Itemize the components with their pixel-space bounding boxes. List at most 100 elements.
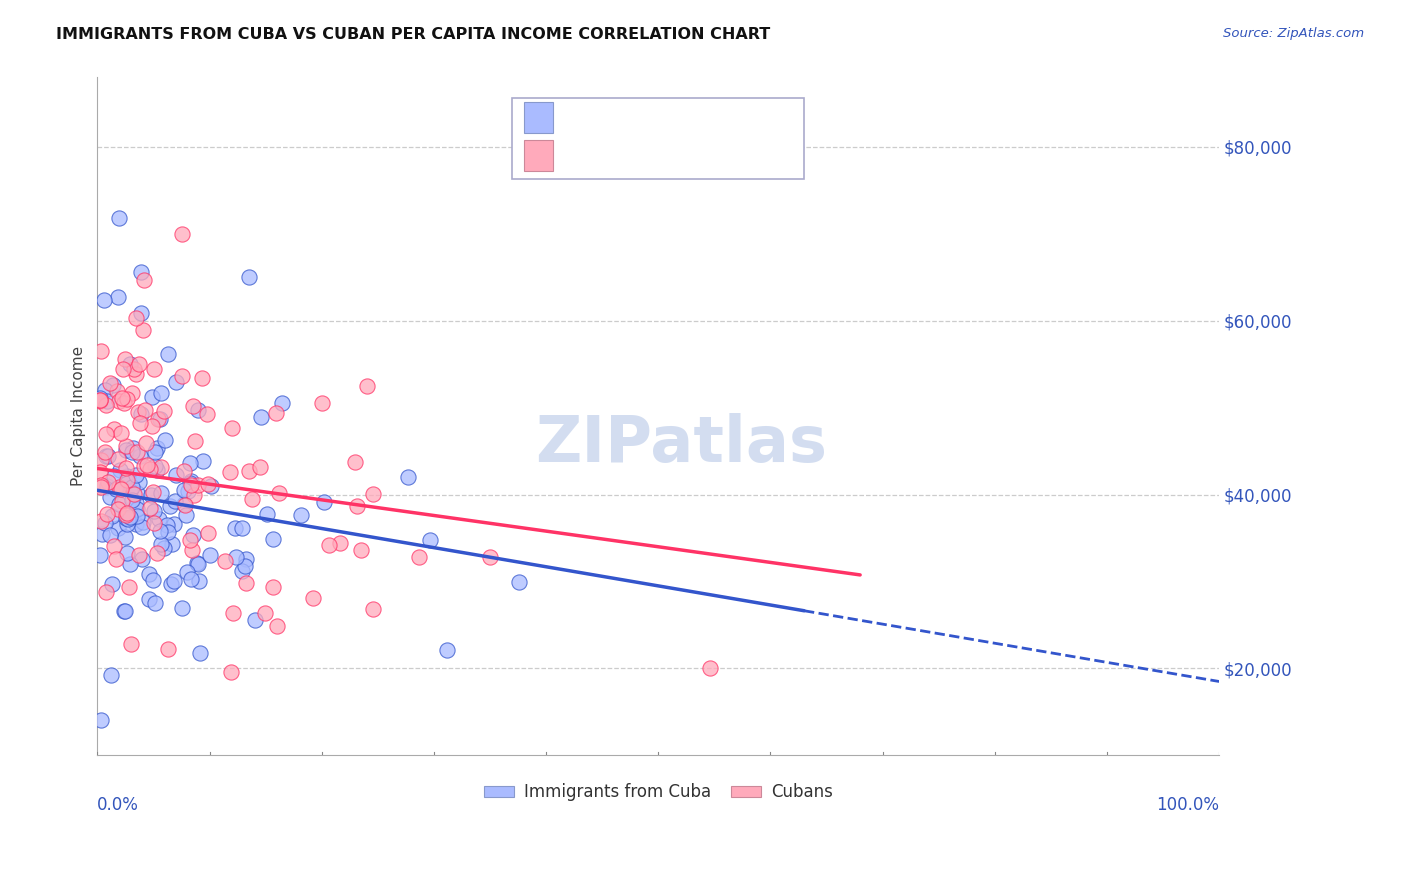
Point <box>219 465 242 479</box>
Point <box>108 462 131 476</box>
Point <box>100 667 122 681</box>
Text: Source: ZipAtlas.com: Source: ZipAtlas.com <box>1223 27 1364 40</box>
Point <box>221 420 243 434</box>
Point <box>117 546 139 560</box>
Point <box>361 487 384 501</box>
Point <box>124 367 146 381</box>
Point <box>146 412 169 426</box>
Point <box>311 395 333 409</box>
Point <box>98 376 121 390</box>
Point <box>142 574 165 588</box>
Point <box>180 572 202 586</box>
Point <box>191 453 214 467</box>
Point <box>114 352 136 367</box>
Point <box>174 498 197 512</box>
Point <box>172 227 194 241</box>
Point <box>160 537 183 551</box>
Legend: Immigrants from Cuba, Cubans: Immigrants from Cuba, Cubans <box>477 777 839 808</box>
Text: ZIPatlas: ZIPatlas <box>534 412 827 475</box>
Point <box>135 435 157 450</box>
Point <box>132 323 155 337</box>
Point <box>153 541 176 556</box>
Point <box>363 602 385 616</box>
Point <box>117 517 139 532</box>
Point <box>173 497 195 511</box>
Point <box>187 477 209 491</box>
Point <box>127 508 149 523</box>
Point <box>149 524 172 538</box>
Point <box>90 480 112 494</box>
Point <box>180 478 202 492</box>
Point <box>101 577 124 591</box>
Point <box>90 514 112 528</box>
Point <box>143 458 166 473</box>
Point <box>122 361 145 376</box>
Point <box>98 490 121 504</box>
Point <box>183 488 205 502</box>
Point <box>89 393 111 408</box>
Point <box>121 444 143 458</box>
Point <box>181 543 204 558</box>
Point <box>235 552 257 566</box>
Point <box>117 470 139 484</box>
Point <box>100 528 122 542</box>
Point <box>89 548 111 562</box>
Point <box>114 603 136 617</box>
Point <box>160 576 183 591</box>
Point <box>214 554 236 568</box>
Point <box>508 574 530 589</box>
Point <box>179 476 201 491</box>
Point <box>118 581 141 595</box>
Point <box>150 460 173 475</box>
Point <box>89 394 111 409</box>
Point <box>163 574 186 588</box>
Point <box>139 501 162 516</box>
Point <box>91 526 114 541</box>
Point <box>143 445 166 459</box>
Y-axis label: Per Capita Income: Per Capita Income <box>72 346 86 486</box>
Point <box>142 516 165 531</box>
Point <box>225 549 247 564</box>
Point <box>146 442 169 456</box>
Point <box>120 357 142 371</box>
Point <box>129 306 152 320</box>
Point <box>122 487 145 501</box>
Point <box>145 546 167 560</box>
Point <box>138 462 160 476</box>
Point <box>396 470 419 484</box>
Point <box>188 646 211 660</box>
Point <box>90 478 112 492</box>
Point <box>89 391 111 405</box>
Point <box>108 394 131 409</box>
Point <box>149 486 172 500</box>
Point <box>187 403 209 417</box>
Point <box>231 521 253 535</box>
Point <box>94 584 117 599</box>
Point <box>103 469 125 483</box>
Point <box>108 497 131 511</box>
Point <box>172 600 194 615</box>
Point <box>108 211 131 226</box>
Point <box>157 524 180 539</box>
Point <box>89 465 111 479</box>
Point <box>128 475 150 489</box>
Point <box>128 357 150 371</box>
Point <box>699 661 721 675</box>
Point <box>262 580 284 594</box>
Point <box>128 416 150 430</box>
Point <box>121 480 143 494</box>
Point <box>94 427 117 442</box>
Point <box>256 507 278 521</box>
Point <box>155 518 177 533</box>
Point <box>318 538 340 552</box>
Point <box>125 311 148 326</box>
Point <box>290 508 312 523</box>
Point <box>254 607 277 621</box>
Point <box>187 558 209 572</box>
Point <box>149 412 172 426</box>
Point <box>179 456 201 470</box>
Point <box>94 516 117 531</box>
Point <box>114 461 136 475</box>
Point <box>103 422 125 436</box>
Point <box>104 482 127 496</box>
